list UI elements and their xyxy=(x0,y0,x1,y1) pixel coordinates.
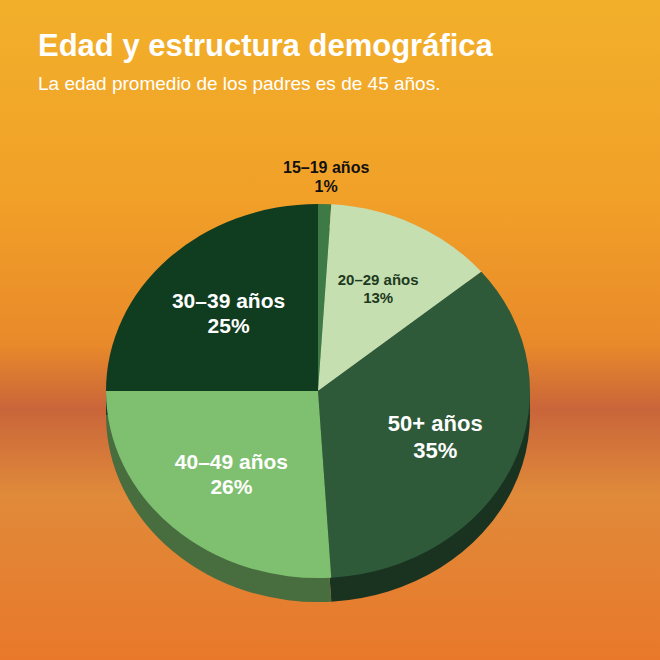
svg-text:30–39 años25%: 30–39 años25% xyxy=(172,289,285,337)
svg-text:50+ años35%: 50+ años35% xyxy=(388,411,483,462)
svg-text:20–29 años13%: 20–29 años13% xyxy=(338,271,419,306)
svg-text:40–49 años26%: 40–49 años26% xyxy=(175,450,288,498)
svg-text:15–19 años1%: 15–19 años1% xyxy=(283,159,369,195)
html-text:Edad y estructura demográfica: Edad y estructura demográfica xyxy=(38,28,493,63)
html-text:La edad promedio de los padres: La edad promedio de los padres es de 45 … xyxy=(38,73,441,94)
